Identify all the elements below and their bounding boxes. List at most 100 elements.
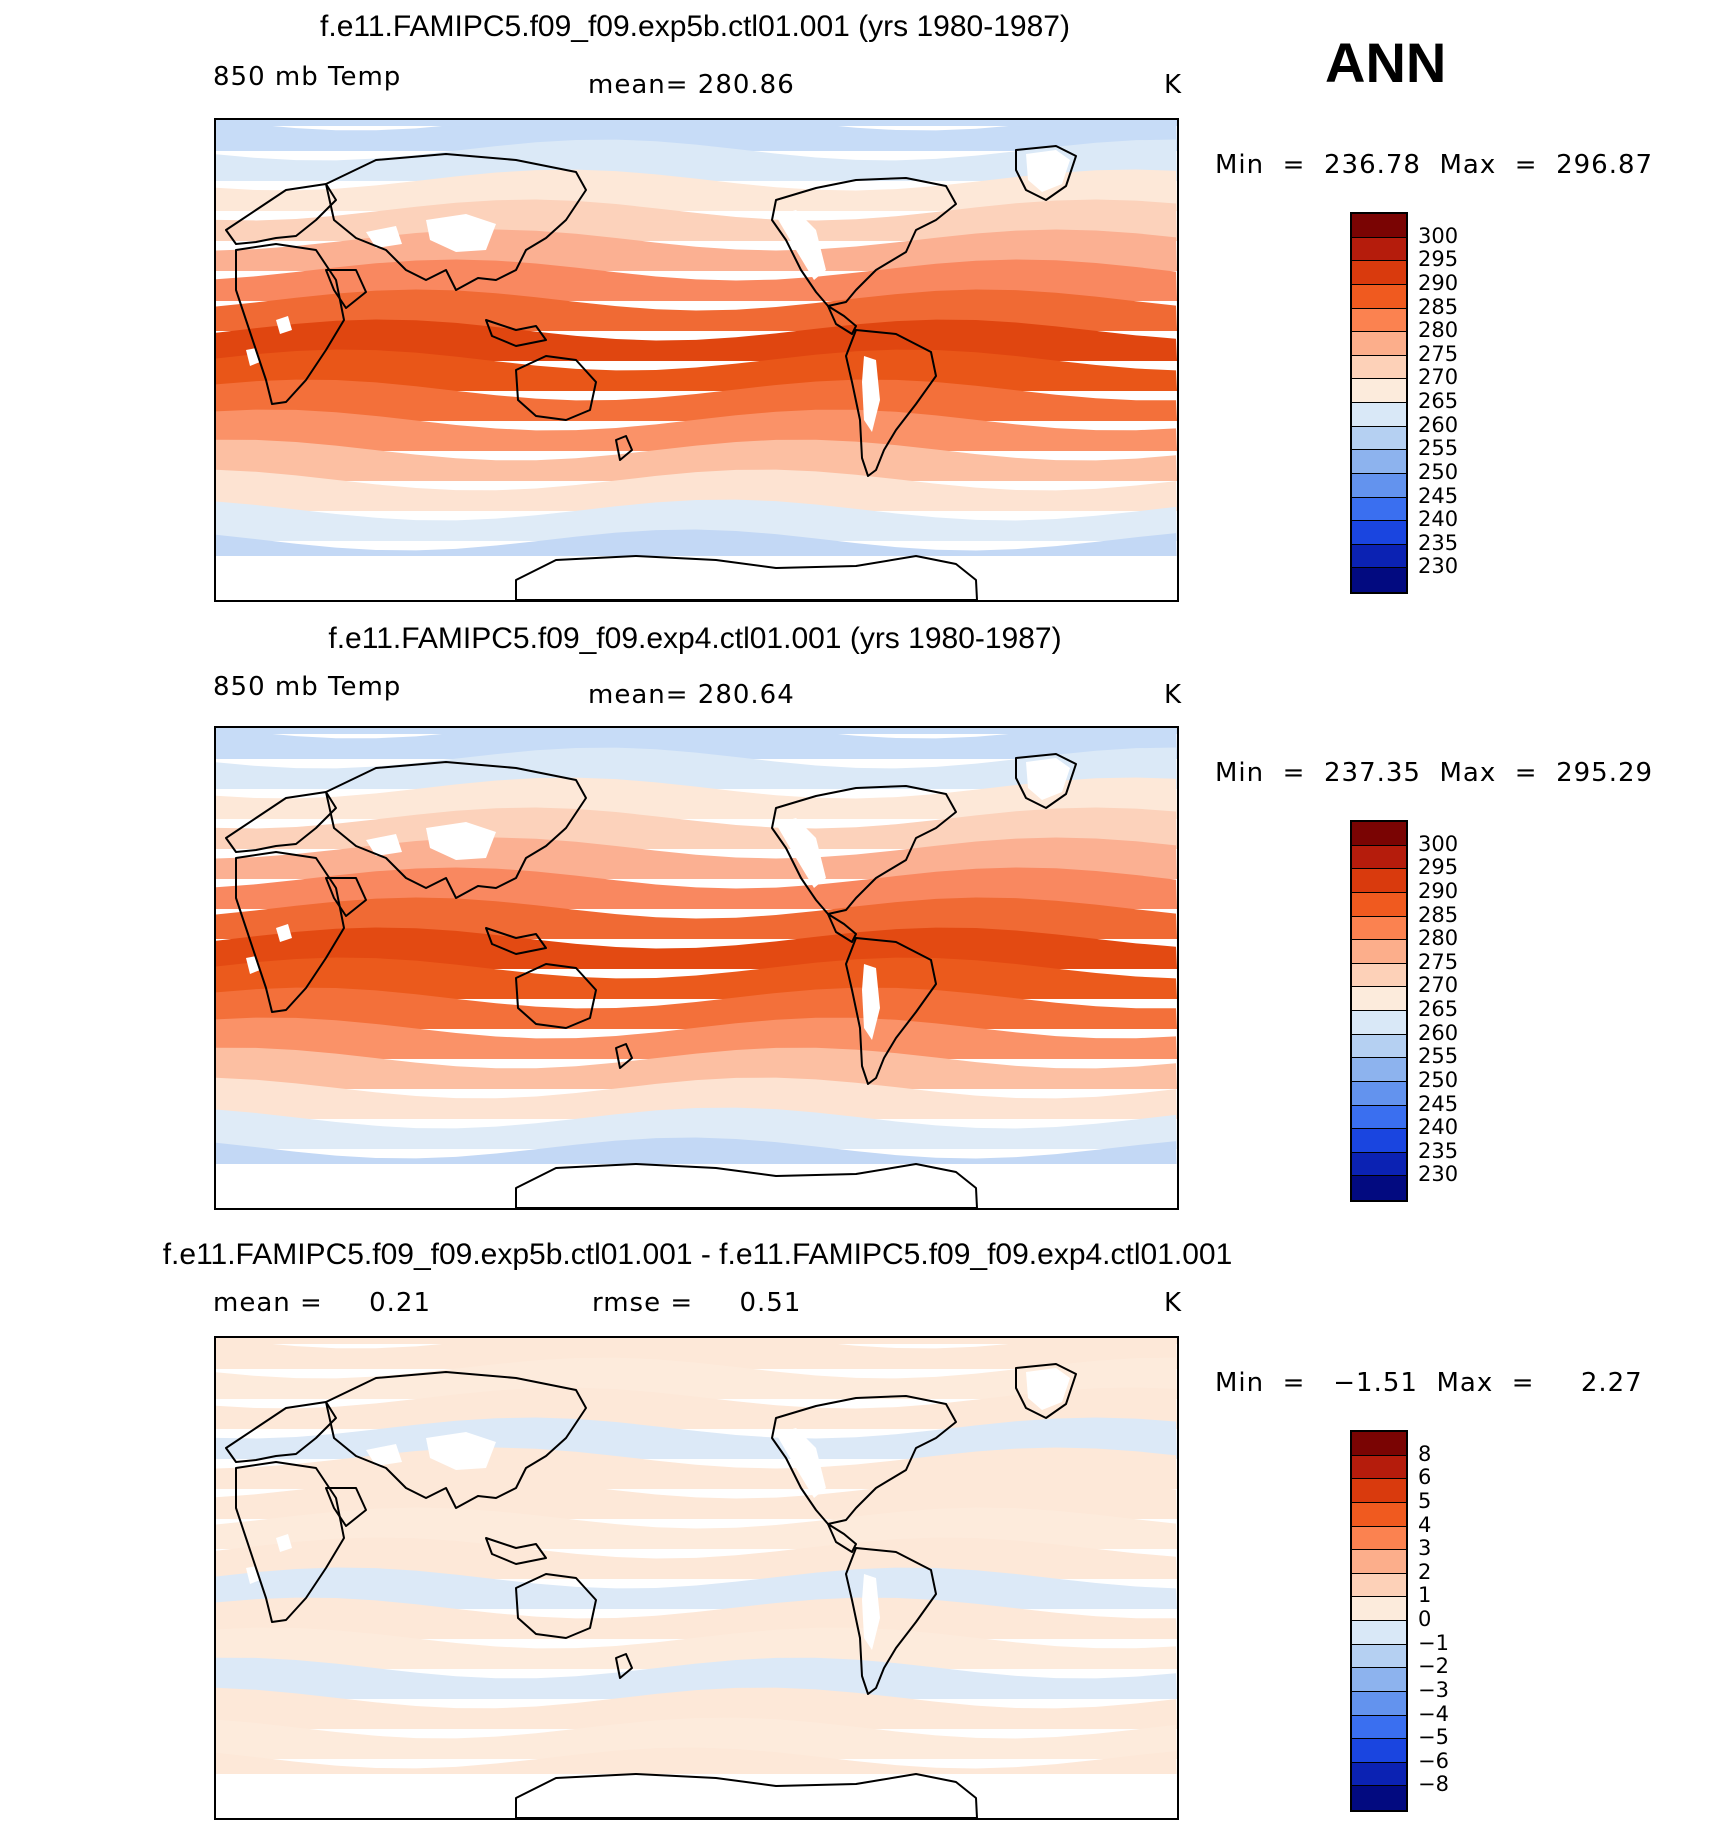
colorbar-tick-label: 295 (1418, 247, 1459, 272)
continent-outline (1015, 1363, 1077, 1419)
colorbar-tick-label: 255 (1418, 1044, 1459, 1069)
panel-2-map (214, 726, 1179, 1210)
colorbar-segment (1352, 1011, 1406, 1035)
contour-band (216, 728, 1177, 759)
panel-3-map (214, 1336, 1179, 1820)
colorbar-tick-label: 245 (1418, 483, 1459, 508)
colorbar-tick-label: 6 (1418, 1465, 1432, 1490)
contour-band (216, 1017, 1177, 1059)
missing-data-region (776, 818, 826, 888)
missing-data-region (862, 1574, 880, 1650)
contour-band (216, 1047, 1177, 1089)
panel-2-units-label: K (1164, 680, 1183, 710)
missing-data-region (862, 356, 880, 432)
colorbar-segment (1352, 869, 1406, 893)
colorbar-tick-label: 275 (1418, 949, 1459, 974)
colorbar-segment (1352, 1597, 1406, 1621)
colorbar-segment (1352, 450, 1406, 474)
colorbar-tick-label: −5 (1418, 1725, 1449, 1750)
colorbar-tick-label: 240 (1418, 507, 1459, 532)
panel-1-units-label: K (1164, 70, 1183, 100)
contour-band (216, 499, 1177, 541)
continent-outline (235, 1461, 345, 1623)
contour-band (216, 1338, 1177, 1369)
colorbar-segment (1352, 1691, 1406, 1716)
colorbar-tick-label: 245 (1418, 1091, 1459, 1116)
colorbar-segment (1352, 1034, 1406, 1059)
colorbar-tick-label: 300 (1418, 223, 1459, 248)
missing-data-region (1026, 758, 1070, 800)
contour-band (216, 1687, 1177, 1729)
colorbar-tick-label: 250 (1418, 1067, 1459, 1092)
panel-3-rmse-label: rmse = 0.51 (592, 1288, 802, 1318)
colorbar-segment (1352, 940, 1406, 964)
continent-outline (515, 355, 597, 421)
colorbar-segment (1352, 1479, 1406, 1503)
continent-outline (325, 269, 367, 309)
continent-outline (615, 435, 633, 461)
colorbar-tick-label: 8 (1418, 1441, 1432, 1466)
continent-outline (235, 851, 345, 1013)
contour-band (216, 469, 1177, 511)
colorbar-segment (1352, 963, 1406, 988)
missing-data-region (426, 1432, 496, 1470)
panel-2-minmax: Min = 237.35 Max = 295.29 (1215, 758, 1654, 788)
continent-outline (845, 329, 937, 477)
missing-data-region (1026, 150, 1070, 192)
continent-outline (485, 927, 547, 955)
colorbar-segment (1352, 308, 1406, 333)
panel-1-colorbar (1350, 212, 1408, 594)
continent-outline (771, 177, 957, 307)
colorbar-segment (1352, 1105, 1406, 1130)
colorbar-tick-label: 285 (1418, 294, 1459, 319)
contour-band (216, 1567, 1177, 1609)
panel-1-variable-label: 850 mb Temp (213, 62, 402, 92)
colorbar-tick-label: 265 (1418, 389, 1459, 413)
contour-band (216, 957, 1177, 999)
colorbar-segment (1352, 1644, 1406, 1669)
panel-2-variable-label: 850 mb Temp (213, 672, 402, 702)
continent-outline (325, 1487, 367, 1527)
continent-outline (325, 153, 587, 291)
missing-data-region (276, 1534, 292, 1552)
panel-3-minmax: Min = −1.51 Max = 2.27 (1215, 1368, 1643, 1398)
colorbar-tick-label: 240 (1418, 1115, 1459, 1140)
contour-band (216, 747, 1177, 789)
continent-outline (515, 1163, 978, 1208)
colorbar-segment (1352, 1668, 1406, 1692)
continent-outline (845, 937, 937, 1085)
colorbar-tick-label: 260 (1418, 412, 1459, 437)
continent-outline (515, 1773, 978, 1818)
colorbar-tick-label: 280 (1418, 926, 1459, 951)
contour-band (216, 1597, 1177, 1639)
colorbar-tick-label: 0 (1418, 1607, 1432, 1631)
continent-outline (845, 1547, 937, 1695)
colorbar-tick-label: 5 (1418, 1488, 1432, 1513)
colorbar-segment (1352, 284, 1406, 309)
colorbar-segment (1352, 1502, 1406, 1527)
colorbar-tick-label: 290 (1418, 270, 1459, 295)
contour-band (216, 1357, 1177, 1399)
colorbar-tick-label: 295 (1418, 855, 1459, 880)
contour-band (216, 349, 1177, 391)
contour-band (216, 139, 1177, 181)
continent-outline (771, 1395, 957, 1525)
panel-3-mean-label: mean = 0.21 (213, 1288, 431, 1318)
colorbar-segment (1352, 332, 1406, 356)
colorbar-segment (1352, 497, 1406, 522)
contour-band (216, 1077, 1177, 1119)
colorbar-tick-label: 280 (1418, 318, 1459, 343)
continent-outline (1015, 753, 1077, 809)
colorbar-segment (1352, 521, 1406, 545)
panel-3-colorbar (1350, 1430, 1408, 1812)
missing-data-region (276, 316, 292, 334)
continent-outline (615, 1043, 633, 1069)
colorbar-segment (1352, 987, 1406, 1011)
panel-2-colorbar (1350, 820, 1408, 1202)
colorbar-segment (1352, 1081, 1406, 1106)
antarctic-cap (216, 1164, 1177, 1208)
panel-1-minmax: Min = 236.78 Max = 296.87 (1215, 150, 1654, 180)
colorbar-tick-label: 285 (1418, 902, 1459, 927)
colorbar-segment (1352, 1176, 1406, 1200)
colorbar-segment (1352, 355, 1406, 380)
